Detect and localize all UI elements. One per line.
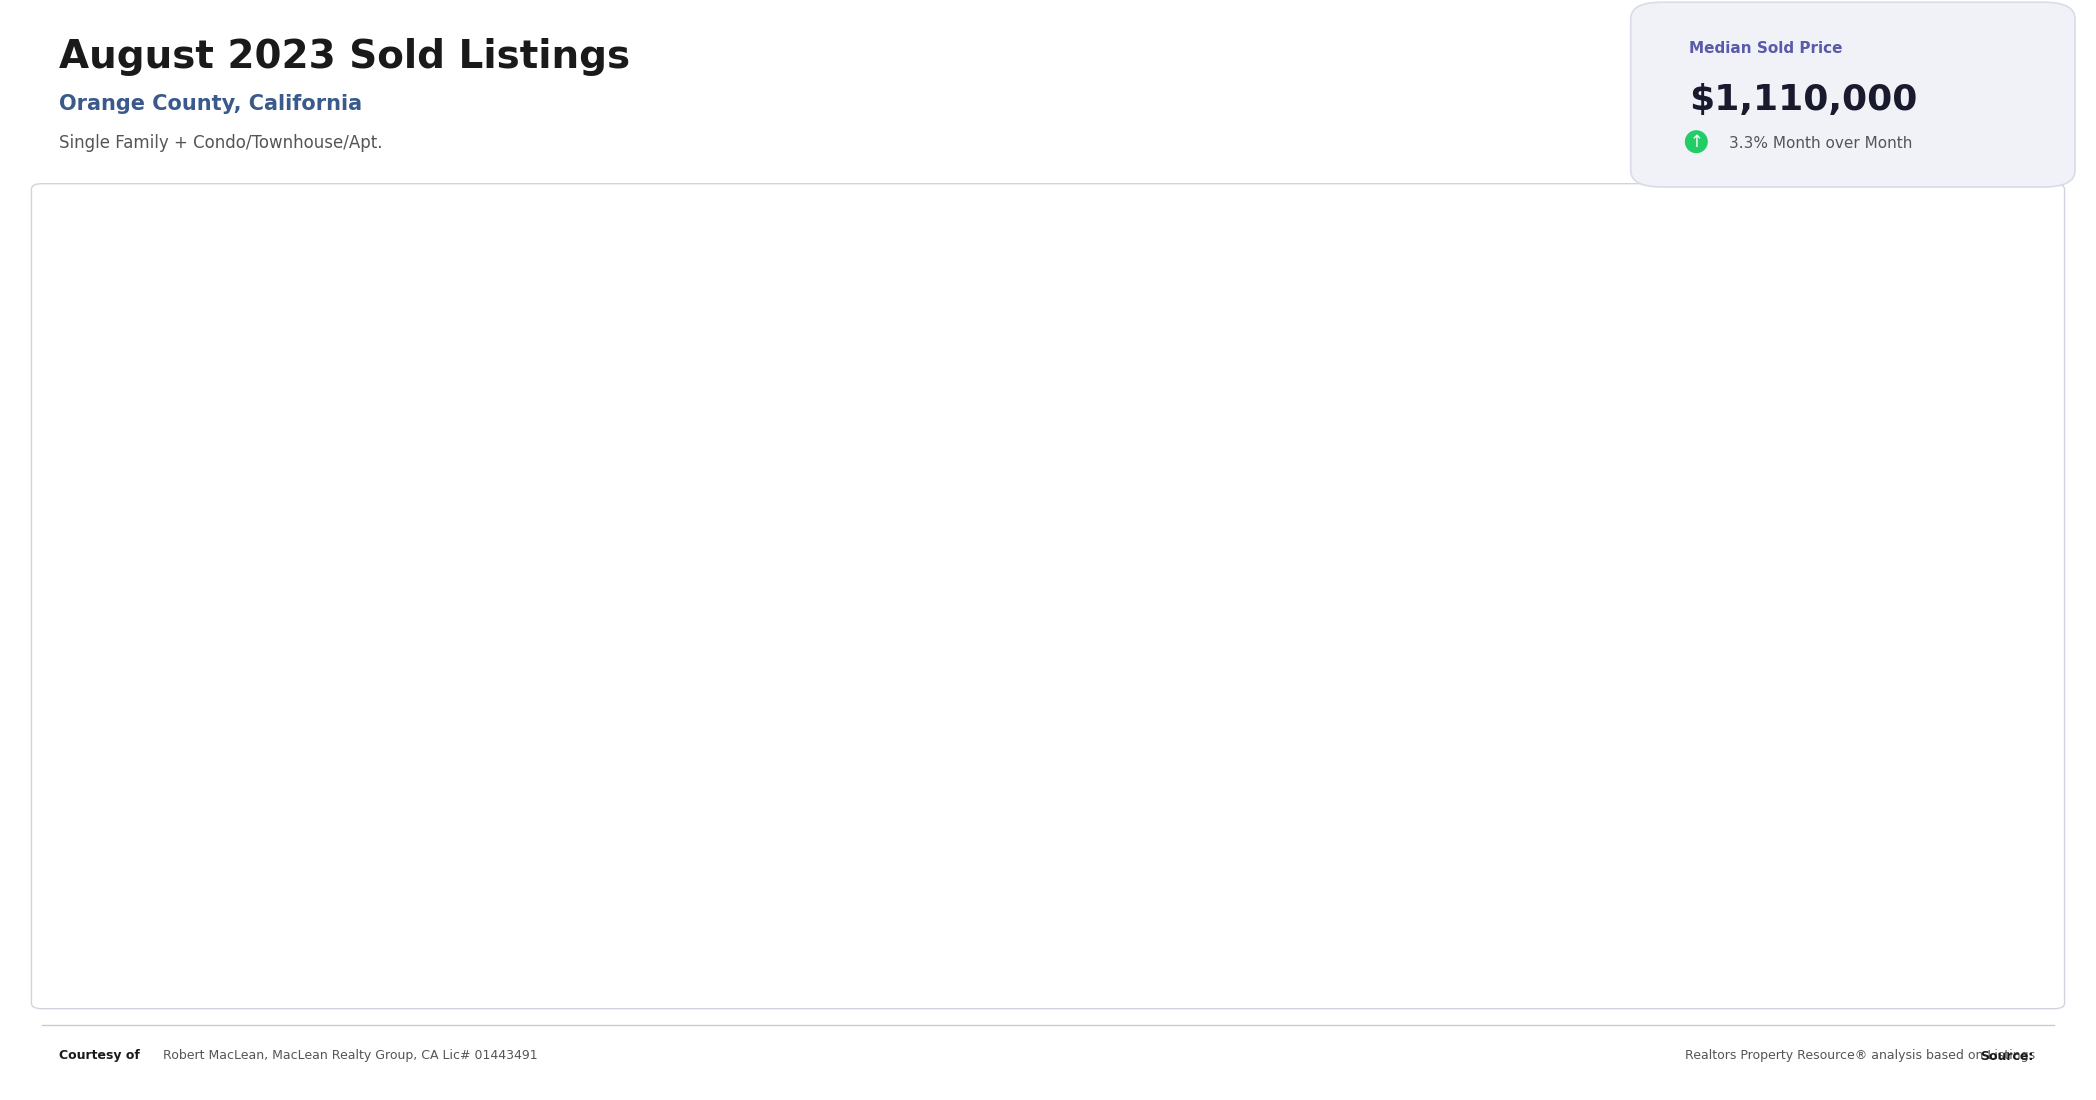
Text: Courtesy of: Courtesy of xyxy=(59,1049,140,1063)
Text: ↑: ↑ xyxy=(1689,133,1704,151)
Text: Source:: Source: xyxy=(1981,1049,2033,1063)
Text: Single Family + Condo/Townhouse/Apt.: Single Family + Condo/Townhouse/Apt. xyxy=(59,134,381,152)
Text: $1,110,000: $1,110,000 xyxy=(1689,82,1918,117)
Y-axis label: Median Price: Median Price xyxy=(57,519,73,625)
Text: Orange County, California: Orange County, California xyxy=(59,94,363,113)
Text: 3.3% Month over Month: 3.3% Month over Month xyxy=(1729,135,1912,151)
Text: August 2023 Sold Listings: August 2023 Sold Listings xyxy=(59,39,629,77)
Text: Robert MacLean, MacLean Realty Group, CA Lic# 01443491: Robert MacLean, MacLean Realty Group, CA… xyxy=(159,1049,539,1063)
Text: Median Sold Price: Median Sold Price xyxy=(1689,41,1842,56)
Text: Realtors Property Resource® analysis based on Listings: Realtors Property Resource® analysis bas… xyxy=(1681,1049,2035,1063)
